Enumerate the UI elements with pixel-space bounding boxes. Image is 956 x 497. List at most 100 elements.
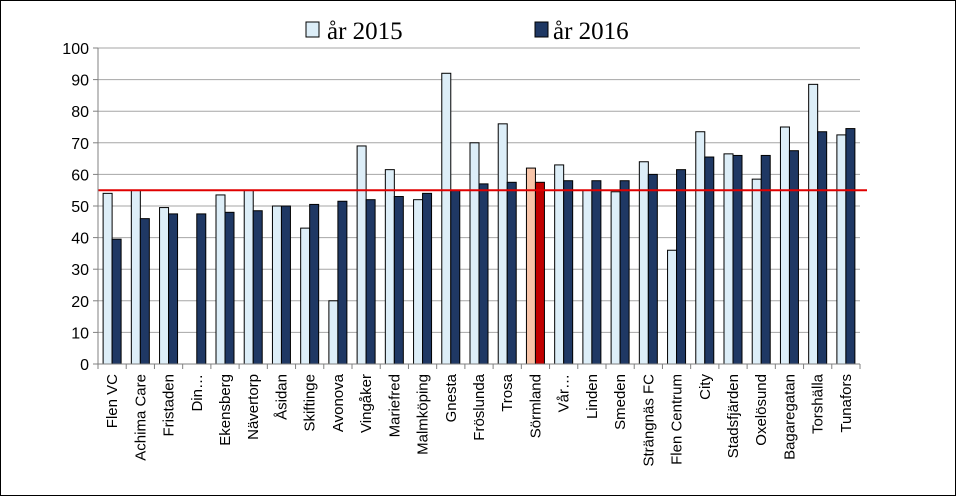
category-label: Fristaden <box>161 374 178 437</box>
bar-2016 <box>139 218 150 365</box>
category-label: Fröslunda <box>471 373 488 440</box>
y-tick-label: 70 <box>71 136 89 153</box>
bar-2015 <box>836 134 847 365</box>
bar-2016 <box>788 150 799 365</box>
category-label: Ekensberg <box>217 374 234 446</box>
category-label: Nävertorp <box>245 374 262 440</box>
category-label: Din… <box>189 374 206 412</box>
bar-2015 <box>808 83 819 365</box>
category-label: Strängnäs FC <box>640 374 657 467</box>
category-label: Mariefred <box>386 374 403 437</box>
bar-2015 <box>751 178 762 365</box>
bar-2015 <box>243 189 254 365</box>
category-label: Linden <box>584 374 601 419</box>
category-label: Vingåker <box>358 374 375 433</box>
bar-2015 <box>356 145 367 365</box>
category-label: Vår… <box>556 374 573 412</box>
category-label: Oxelösund <box>753 374 770 446</box>
bar-2016 <box>252 210 263 365</box>
category-label: Sörmland <box>527 374 544 438</box>
bar-2015 <box>638 161 649 365</box>
legend-swatch-2016 <box>534 21 549 38</box>
bar-2015 <box>384 169 395 365</box>
category-label: Malmköping <box>415 374 432 455</box>
bar-2016 <box>450 189 461 365</box>
bar-2015 <box>300 227 311 365</box>
bar-2016 <box>619 180 630 365</box>
legend-swatch-2015 <box>305 21 320 38</box>
bar-2015 <box>102 192 113 365</box>
bar-2016 <box>224 211 235 365</box>
bar-2015 <box>610 191 621 365</box>
y-tick-label: 50 <box>71 199 89 216</box>
y-tick-label: 60 <box>71 167 89 184</box>
bar-2016 <box>506 181 517 365</box>
legend: år 2015 år 2016 <box>305 18 629 45</box>
bars <box>102 72 856 365</box>
bar-2016 <box>534 181 545 365</box>
category-label: Smeden <box>612 374 629 430</box>
bar-2016 <box>111 238 122 365</box>
bar-2016 <box>393 196 404 365</box>
bar-2016 <box>647 173 658 365</box>
bar-2016 <box>563 180 574 365</box>
bar-2015 <box>695 131 706 365</box>
category-label: Stadsfjärden <box>725 374 742 458</box>
y-tick-label: 30 <box>71 262 89 279</box>
bar-2016 <box>422 192 433 365</box>
y-axis-ticks: 0 10 20 30 40 50 60 70 80 90 100 <box>62 41 98 374</box>
category-label: Flen VC <box>104 374 121 428</box>
bar-2015 <box>779 126 790 365</box>
bar-2015 <box>159 207 170 365</box>
bar-2015 <box>723 153 734 365</box>
category-label: Gnesta <box>443 373 460 422</box>
bar-2016 <box>478 183 489 365</box>
bar-2016 <box>591 180 602 365</box>
bar-2016 <box>732 154 743 365</box>
bar-2016 <box>168 213 179 365</box>
legend-label-2015: år 2015 <box>327 18 403 45</box>
y-tick-label: 90 <box>71 73 89 90</box>
bar-2016 <box>196 213 207 365</box>
category-label: Trosa <box>499 373 516 411</box>
y-tick-label: 0 <box>80 357 89 374</box>
y-tick-label: 40 <box>71 231 89 248</box>
bar-2015 <box>441 72 452 365</box>
bar-2016 <box>365 199 376 365</box>
category-label: Skiftinge <box>302 374 319 432</box>
bar-2015 <box>667 249 678 365</box>
category-label: Åsidan <box>273 374 290 420</box>
bar-2016 <box>337 200 348 365</box>
bar-2015 <box>215 194 226 365</box>
legend-label-2016: år 2016 <box>553 18 629 45</box>
category-label: Achima Care <box>132 374 149 461</box>
bar-2015 <box>130 189 141 365</box>
category-label: City <box>697 374 714 400</box>
y-tick-label: 20 <box>71 294 89 311</box>
bar-2015 <box>328 300 339 365</box>
y-tick-label: 80 <box>71 104 89 121</box>
axes <box>97 48 861 369</box>
category-label: Avonova <box>330 373 347 432</box>
category-label: Torshälla <box>810 373 827 434</box>
bar-2015 <box>525 167 536 365</box>
category-label: Tunafors <box>838 374 855 433</box>
bar-2015 <box>469 142 480 365</box>
y-tick-label: 100 <box>62 41 89 58</box>
bar-2015 <box>271 205 282 365</box>
category-labels: Flen VC Achima Care Fristaden Din… Ekensberg… <box>104 373 855 466</box>
bar-2016 <box>760 154 771 365</box>
bar-2015 <box>413 199 424 365</box>
bar-2016 <box>704 156 715 365</box>
bar-2016 <box>817 131 828 365</box>
bar-2016 <box>309 203 320 365</box>
bar-2016 <box>280 205 291 365</box>
y-tick-label: 10 <box>71 325 89 342</box>
bar-2016 <box>676 169 687 365</box>
category-label: Flen Centrum <box>669 374 686 465</box>
category-label: Bagaregatan <box>781 374 798 460</box>
bar-2015 <box>582 189 593 365</box>
bar-2016 <box>845 128 856 365</box>
